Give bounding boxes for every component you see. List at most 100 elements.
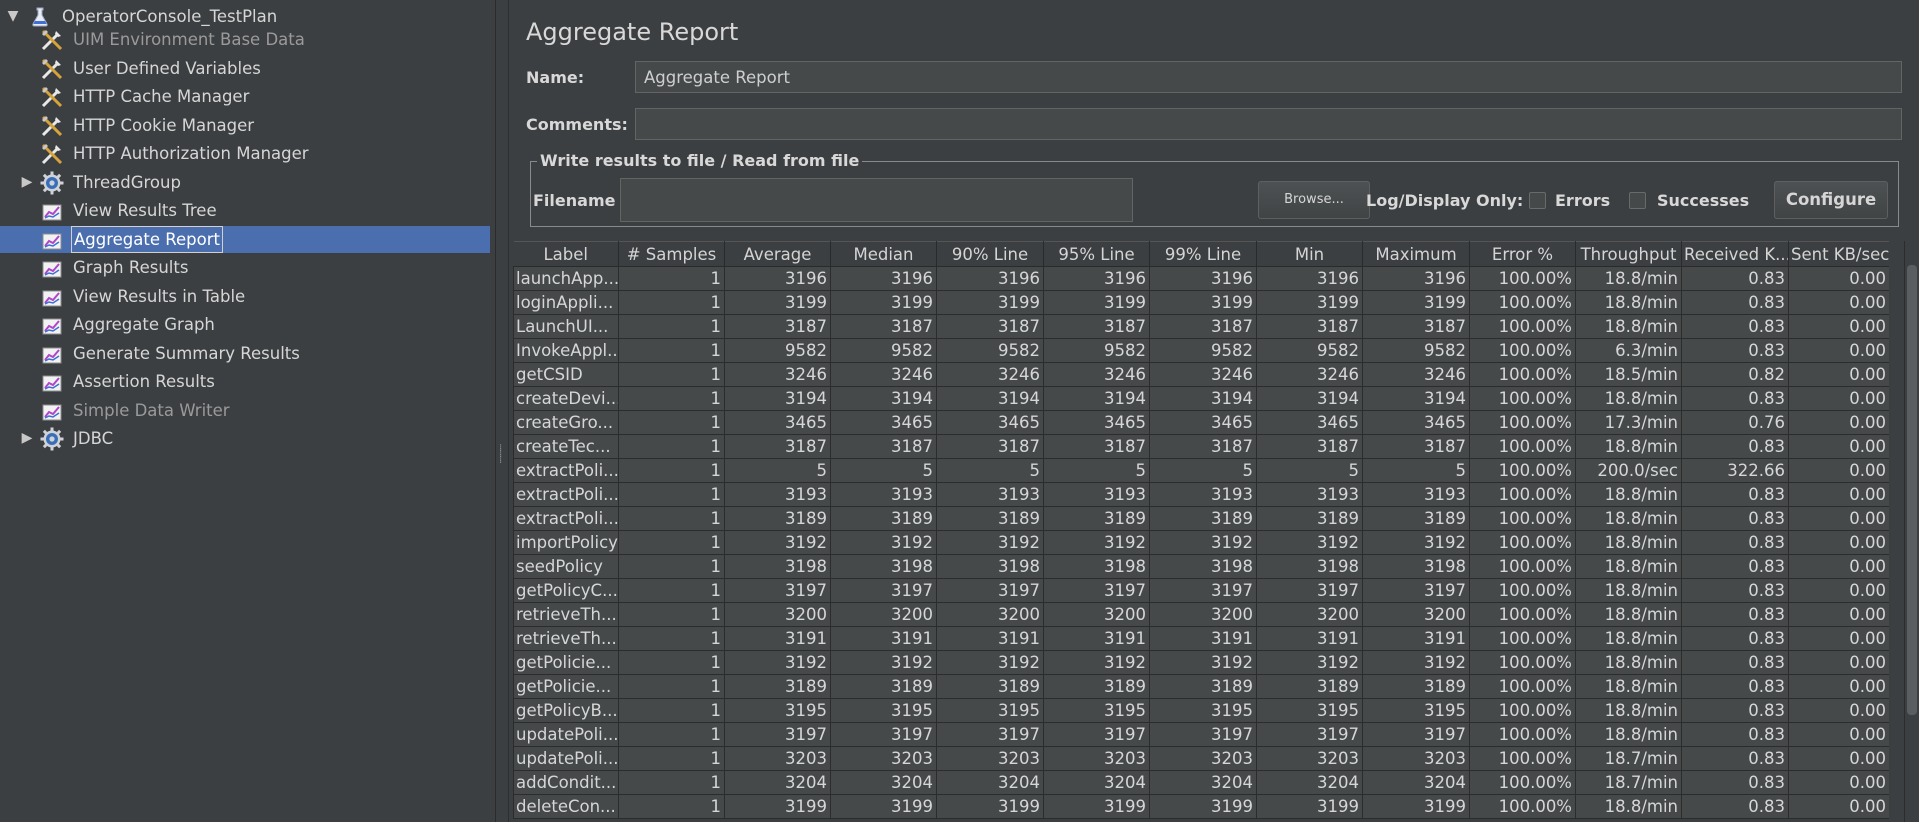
table-cell: 0.83 [1681, 626, 1789, 651]
table-row[interactable]: loginAppli... 1 3199 3199 3199 3199 3199 3199 31… [513, 290, 1889, 315]
column-header[interactable]: # Samples [618, 241, 725, 267]
table-cell: 9582 [1043, 338, 1150, 363]
table-cell: 3200 [1043, 602, 1150, 627]
column-header[interactable]: Average [724, 241, 831, 267]
name-field[interactable]: Aggregate Report [635, 61, 1902, 93]
table-cell: 3199 [1043, 290, 1150, 315]
table-cell: 18.8/min [1575, 290, 1682, 315]
table-cell: 100.00% [1469, 410, 1576, 435]
table-header-row: Label # Samples Average Median 90% Line 95% L… [513, 241, 1889, 267]
tree-item-generate-summary-results[interactable]: Generate Summary Results [0, 340, 490, 367]
table-row[interactable]: getPolicyB... 1 3195 3195 3195 3195 3195 3195 31… [513, 698, 1889, 723]
tree-item-root[interactable]: ▼ OperatorConsole_TestPlan [0, 3, 490, 30]
table-cell: 3199 [936, 290, 1044, 315]
table-row[interactable]: createGro... 1 3465 3465 3465 3465 3465 3465 346… [513, 410, 1889, 435]
table-row[interactable]: getPolicie... 1 3189 3189 3189 3189 3189 3189 31… [513, 674, 1889, 699]
table-row[interactable]: deleteCon... 1 3199 3199 3199 3199 3199 3199 319… [513, 794, 1889, 819]
tree-item-http-cache-manager[interactable]: HTTP Cache Manager [0, 83, 490, 110]
table-cell: 3198 [830, 554, 937, 579]
table-row[interactable]: seedPolicy 1 3198 3198 3198 3198 3198 3198 3198 1… [513, 554, 1889, 579]
column-header[interactable]: Label [513, 241, 619, 267]
listener-chart-icon [40, 313, 64, 337]
table-cell: 18.8/min [1575, 482, 1682, 507]
tree-item-graph-results[interactable]: Graph Results [0, 254, 490, 281]
table-row[interactable]: InvokeAppl... 1 9582 9582 9582 9582 9582 9582 95… [513, 338, 1889, 363]
tree-item-threadgroup[interactable]: ▶ ThreadGroup [0, 169, 490, 196]
tree-item-assertion-results[interactable]: Assertion Results [0, 368, 490, 395]
table-cell: 3189 [1362, 674, 1470, 699]
results-table-viewport: Label # Samples Average Median 90% Line 95% L… [513, 241, 1889, 822]
table-row[interactable]: updatePoli... 1 3203 3203 3203 3203 3203 3203 32… [513, 746, 1889, 771]
table-cell: 0.00 [1788, 290, 1889, 315]
table-cell: 3204 [1149, 770, 1257, 795]
table-row[interactable]: createTec... 1 3187 3187 3187 3187 3187 3187 318… [513, 434, 1889, 459]
expand-arrow-icon[interactable]: ▶ [21, 173, 33, 190]
column-header[interactable]: Error % [1469, 241, 1576, 267]
column-header[interactable]: Median [830, 241, 937, 267]
table-cell: 0.76 [1681, 410, 1789, 435]
errors-checkbox[interactable] [1529, 192, 1546, 209]
table-cell: 3192 [1256, 650, 1363, 675]
drag-grip-icon[interactable]: ⁞ ⁞ ⁞ [499, 443, 503, 466]
table-row[interactable]: getPolicyC... 1 3197 3197 3197 3197 3197 3197 31… [513, 578, 1889, 603]
table-row[interactable]: getCSID 1 3246 3246 3246 3246 3246 3246 3246 100.… [513, 362, 1889, 387]
column-header[interactable]: Min [1256, 241, 1363, 267]
table-row[interactable]: retrieveTh... 1 3200 3200 3200 3200 3200 3200 32… [513, 602, 1889, 627]
tree-item-aggregate-graph[interactable]: Aggregate Graph [0, 311, 490, 338]
split-pane-divider[interactable] [496, 0, 509, 822]
table-row[interactable]: createDevi... 1 3194 3194 3194 3194 3194 3194 31… [513, 386, 1889, 411]
tree-item-jdbc[interactable]: ▶ JDBC [0, 425, 490, 452]
table-row[interactable]: importPolicy 1 3192 3192 3192 3192 3192 3192 319… [513, 530, 1889, 555]
table-cell: 3198 [1362, 554, 1470, 579]
table-row[interactable]: launchApp... 1 3196 3196 3196 3196 3196 3196 319… [513, 266, 1889, 291]
table-cell: 3195 [1043, 698, 1150, 723]
expand-arrow-icon[interactable]: ▶ [21, 430, 33, 446]
table-cell: 3465 [936, 410, 1044, 435]
tree-item-http-cookie-manager[interactable]: HTTP Cookie Manager [0, 112, 490, 139]
tree-item-uim-environment-base-data[interactable]: UIM Environment Base Data [0, 26, 490, 53]
successes-checkbox[interactable] [1629, 192, 1646, 209]
tree-item-view-results-tree[interactable]: View Results Tree [0, 197, 490, 224]
table-cell: 3189 [1149, 674, 1257, 699]
tree-item-http-authorization-manager[interactable]: HTTP Authorization Manager [0, 140, 490, 167]
table-cell: 0.00 [1788, 794, 1889, 819]
table-row[interactable]: extractPoli... 1 5 5 5 5 5 5 5 100.00% 200.0/sec 32… [513, 458, 1889, 483]
table-cell: 3199 [830, 290, 937, 315]
column-header[interactable]: 90% Line [936, 241, 1044, 267]
filename-field[interactable] [620, 178, 1133, 222]
tree-item-user-defined-variables[interactable]: User Defined Variables [0, 55, 490, 82]
table-row[interactable]: addCondit... 1 3204 3204 3204 3204 3204 3204 320… [513, 770, 1889, 795]
column-header[interactable]: Sent KB/sec [1788, 241, 1889, 267]
column-header[interactable]: 99% Line [1149, 241, 1257, 267]
table-cell: 18.8/min [1575, 386, 1682, 411]
tree-item-aggregate-report[interactable]: Aggregate Report [0, 225, 490, 253]
collapse-arrow-icon[interactable]: ▼ [7, 8, 19, 24]
vertical-scrollbar[interactable] [1904, 241, 1919, 822]
table-cell: 3465 [1362, 410, 1470, 435]
column-header[interactable]: 95% Line [1043, 241, 1150, 267]
table-cell: 3187 [830, 314, 937, 339]
configure-button[interactable]: Configure [1774, 181, 1888, 219]
table-cell: 3197 [724, 722, 831, 747]
tree-item-simple-data-writer[interactable]: Simple Data Writer [0, 397, 490, 424]
table-cell: retrieveTh... [513, 626, 619, 651]
table-row[interactable]: extractPoli... 1 3189 3189 3189 3189 3189 3189 3… [513, 506, 1889, 531]
browse-button[interactable]: Browse... [1258, 181, 1370, 219]
table-row[interactable]: extractPoli... 1 3193 3193 3193 3193 3193 3193 3… [513, 482, 1889, 507]
table-cell: 3197 [1149, 578, 1257, 603]
comments-field[interactable] [635, 108, 1902, 140]
scrollbar-thumb[interactable] [1907, 265, 1917, 715]
table-cell: 18.8/min [1575, 602, 1682, 627]
page-title: Aggregate Report [526, 18, 739, 46]
column-header[interactable]: Throughput [1575, 241, 1682, 267]
column-header[interactable]: Maximum [1362, 241, 1470, 267]
table-cell: updatePoli... [513, 746, 619, 771]
tree-item-view-results-in-table[interactable]: View Results in Table [0, 283, 490, 310]
column-header[interactable]: Received K... [1681, 241, 1789, 267]
table-cell: 3199 [1256, 290, 1363, 315]
table-row[interactable]: updatePoli... 1 3197 3197 3197 3197 3197 3197 31… [513, 722, 1889, 747]
table-cell: 3193 [936, 482, 1044, 507]
table-row[interactable]: retrieveTh... 1 3191 3191 3191 3191 3191 3191 31… [513, 626, 1889, 651]
table-row[interactable]: LaunchUI... 1 3187 3187 3187 3187 3187 3187 3187… [513, 314, 1889, 339]
table-row[interactable]: getPolicie... 1 3192 3192 3192 3192 3192 3192 31… [513, 650, 1889, 675]
